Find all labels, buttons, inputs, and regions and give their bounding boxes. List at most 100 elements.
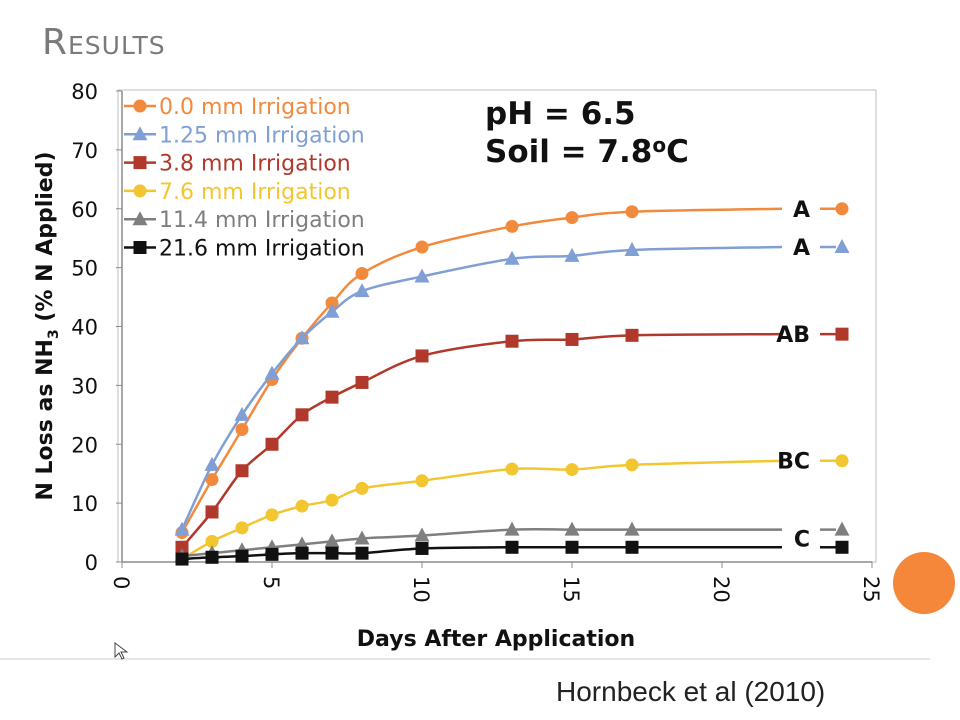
group-letter: A <box>793 198 810 223</box>
end-marker <box>835 327 849 341</box>
legend-entry: 21.6 mm Irrigation <box>124 237 365 262</box>
group-letter: BC <box>777 450 810 475</box>
data-point <box>324 303 340 318</box>
data-point <box>265 547 279 561</box>
data-point <box>174 521 190 536</box>
data-point <box>415 541 429 555</box>
x-tick-label: 15 <box>559 576 583 603</box>
data-point <box>565 211 579 225</box>
data-point <box>264 365 280 380</box>
data-point <box>624 241 640 256</box>
data-point <box>505 540 519 554</box>
series-3 <box>175 454 849 566</box>
legend-label: 3.8 mm Irrigation <box>159 152 351 177</box>
data-point <box>414 527 430 542</box>
data-point <box>565 540 579 554</box>
x-tick-label: 5 <box>259 576 283 589</box>
data-point <box>265 508 279 522</box>
y-label-tail: (% N Applied) <box>33 151 58 329</box>
y-tick-label: 40 <box>71 316 98 340</box>
data-point <box>175 552 189 566</box>
end-marker <box>835 454 849 468</box>
soil-temp-text: Soil = 7.8 <box>485 134 652 170</box>
data-point <box>414 268 430 283</box>
data-point <box>505 219 519 233</box>
slide-title: Results <box>42 22 166 63</box>
legend-entry: 7.6 mm Irrigation <box>124 180 351 205</box>
data-point <box>295 408 309 422</box>
data-point <box>564 247 580 262</box>
legend-label: 0.0 mm Irrigation <box>159 95 351 120</box>
orange-circle-decoration <box>893 552 955 614</box>
legend-entry: 11.4 mm Irrigation <box>124 208 365 233</box>
axes-layer: 0 10 20 30 40 50 60 70 80 0 5 10 15 20 25 <box>71 80 883 603</box>
data-point <box>415 349 429 363</box>
chart-panel-divider <box>0 658 930 660</box>
data-point <box>625 205 639 219</box>
legend-marker <box>133 241 147 254</box>
x-tick-label: 0 <box>109 576 133 589</box>
data-point <box>325 390 339 404</box>
y-tick-label: 10 <box>71 492 98 516</box>
data-point <box>295 546 309 560</box>
legend-entry: 3.8 mm Irrigation <box>124 152 351 177</box>
data-point <box>204 456 220 471</box>
data-point <box>355 267 369 281</box>
y-tick-label: 80 <box>71 80 98 104</box>
soil-temp-unit: C <box>666 134 689 170</box>
data-point <box>625 540 639 554</box>
data-point <box>505 334 519 348</box>
data-point <box>175 540 189 554</box>
y-tick-label: 0 <box>85 551 98 575</box>
data-point <box>355 546 369 560</box>
series-1 <box>174 239 850 536</box>
y-tick-label: 30 <box>71 374 98 398</box>
data-point <box>625 458 639 472</box>
legend-marker <box>132 211 148 226</box>
y-axis-label: N Loss as NH3 (% N Applied) <box>33 151 62 500</box>
data-point <box>355 481 369 495</box>
data-point <box>235 423 249 437</box>
data-point <box>504 521 520 536</box>
data-point <box>325 296 339 310</box>
group-letters-layer: AA AB BC C <box>776 198 810 553</box>
series-2 <box>175 327 849 554</box>
data-point <box>355 375 369 389</box>
y-tick-label: 60 <box>71 198 98 222</box>
y-label-main: N Loss as NH <box>33 339 58 500</box>
data-point <box>625 328 639 342</box>
legend-label: 21.6 mm Irrigation <box>159 237 365 262</box>
data-point <box>354 283 370 298</box>
x-tick-label: 10 <box>409 576 433 603</box>
legend-marker <box>133 99 147 113</box>
soil-temp-degree: o <box>652 133 666 157</box>
data-point <box>565 332 579 346</box>
end-marker <box>835 202 849 216</box>
data-point <box>294 330 310 345</box>
data-point <box>265 437 279 451</box>
plot-area <box>117 89 877 563</box>
data-point <box>565 463 579 477</box>
x-tick-label: 25 <box>859 576 883 603</box>
legend-layer: 0.0 mm Irrigation 1.25 mm Irrigation 3.8 m… <box>124 95 365 262</box>
nh3-loss-chart: 0 10 20 30 40 50 60 70 80 0 5 10 15 20 25 0.0 mm Irrig… <box>33 80 883 652</box>
data-point <box>205 550 219 564</box>
end-marker <box>834 521 850 536</box>
data-point <box>325 493 339 507</box>
data-point <box>235 549 249 563</box>
data-point <box>624 521 640 536</box>
data-point <box>295 499 309 513</box>
end-marker <box>834 239 850 254</box>
citation: Hornbeck et al (2010) <box>556 676 826 707</box>
legend-label: 7.6 mm Irrigation <box>159 180 351 205</box>
data-point <box>235 464 249 478</box>
mouse-cursor-icon <box>114 642 129 660</box>
y-tick-label: 70 <box>71 139 98 163</box>
group-letter: A <box>793 236 810 261</box>
soil-temperature-annotation: Soil = 7.8oC <box>485 133 689 170</box>
legend-marker <box>132 126 148 141</box>
data-point <box>205 505 219 519</box>
y-tick-label: 20 <box>71 433 98 457</box>
data-point <box>234 406 250 421</box>
x-axis-label: Days After Application <box>357 627 635 652</box>
